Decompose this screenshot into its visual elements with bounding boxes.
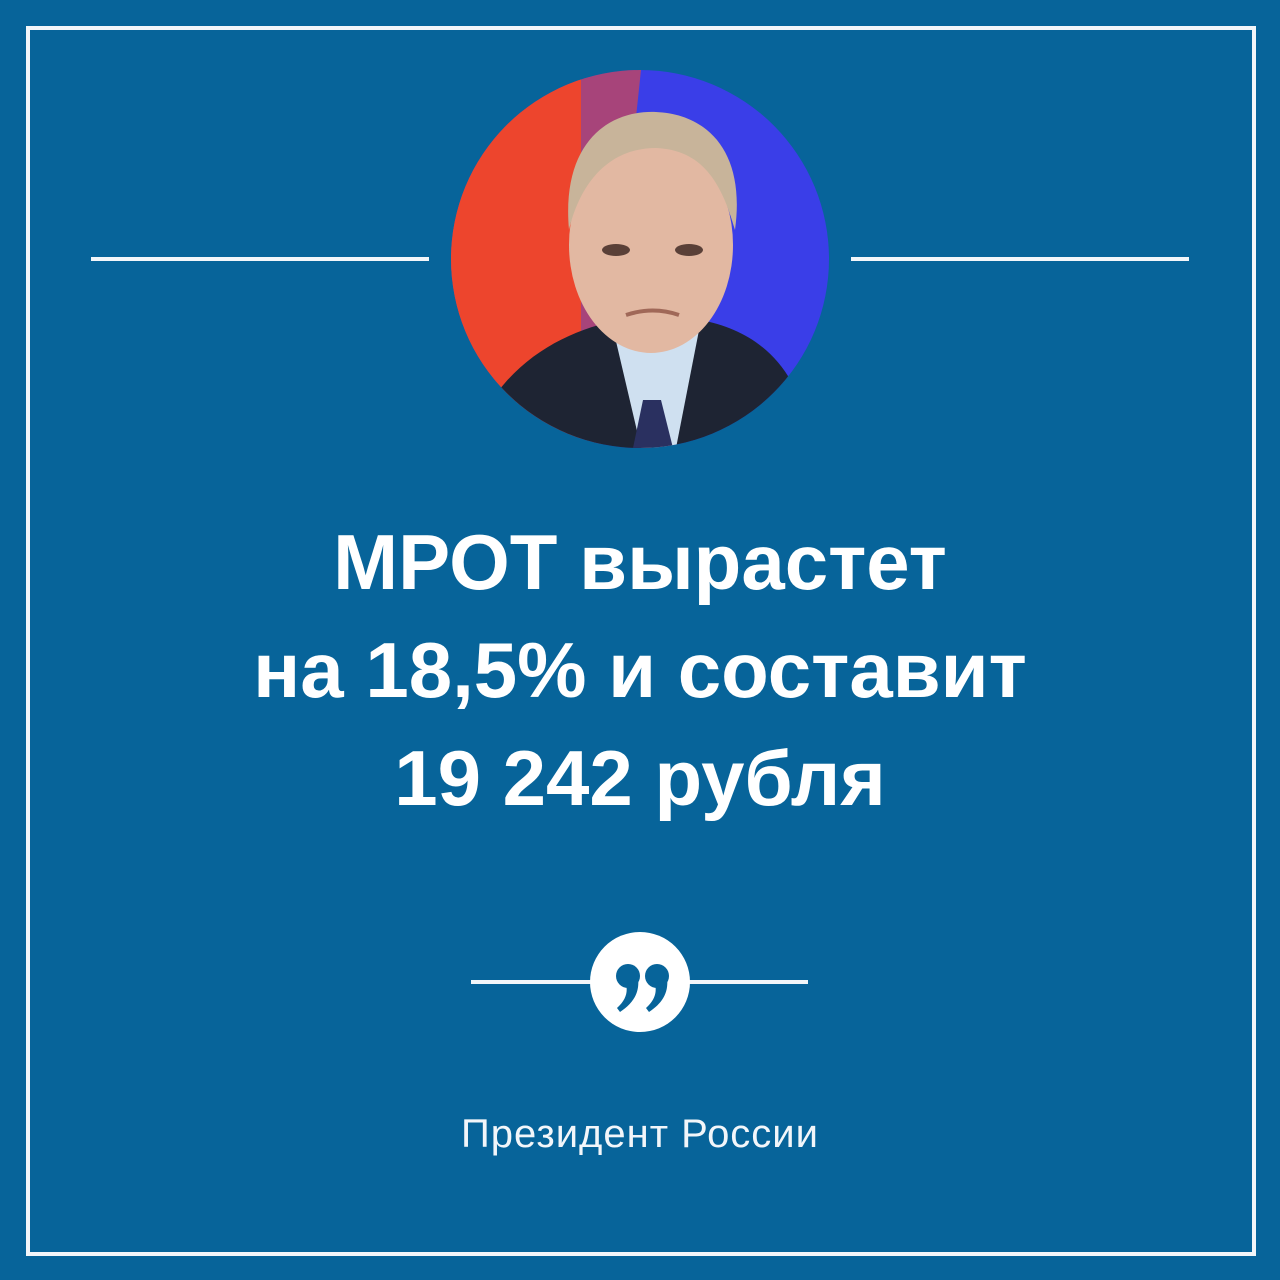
headline-line-1: МРОТ вырастет [333,518,947,606]
source-caption: Президент России [460,1112,819,1156]
quote-mark-icon [616,964,669,1012]
portrait-icon [451,70,829,448]
headline: МРОТ вырастет на 18,5% и составит 19 242… [0,508,1280,832]
headline-line-3: 19 242 рубля [394,734,886,822]
divider-left-quote [471,980,596,984]
divider-left-top [91,257,429,261]
divider-right-top [851,257,1189,261]
decorative-frame [26,26,1256,1256]
portrait-photo [451,70,829,448]
quote-badge [590,932,690,1032]
divider-right-quote [685,980,808,984]
headline-line-2: на 18,5% и составит [253,626,1027,714]
